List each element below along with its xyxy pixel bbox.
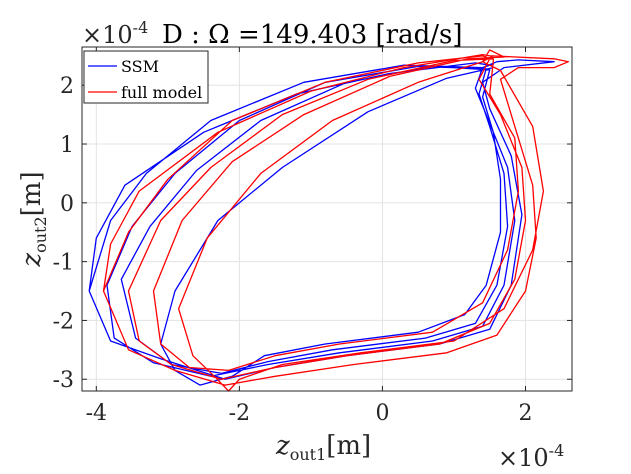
y-tick-label-2: -1	[53, 251, 74, 276]
legend: SSM full model	[83, 50, 209, 104]
x-tick-label-3: 2	[519, 401, 533, 426]
y-exponent-label: ×10-4	[82, 18, 148, 49]
plot-series	[88, 49, 570, 392]
y-tick-label-0: -3	[53, 368, 74, 393]
legend-box	[83, 50, 209, 104]
y-tick-label-4: 1	[60, 133, 74, 158]
plot-frame	[81, 46, 573, 392]
x-exponent-label: ×10-4	[498, 441, 564, 472]
x-tick-label-0: -4	[86, 401, 107, 426]
y-tick-label-1: -2	[53, 309, 74, 334]
y-axis-label: zout2[m]	[17, 171, 50, 267]
x-tick-label-1: -2	[229, 401, 250, 426]
chart-title: D : Ω =149.403 [rad/s]	[162, 20, 463, 50]
x-axis-label: zout1[m]	[275, 431, 371, 464]
series-line-ssm	[88, 59, 555, 386]
x-tick-label-2: 0	[375, 401, 389, 426]
legend-label-ssm: SSM	[121, 57, 159, 76]
axis-ticks: -4 -2 0 2 -3 -2 -1 0 1 2	[53, 47, 572, 426]
series-line-full-model	[102, 49, 570, 392]
y-tick-label-5: 2	[60, 74, 74, 99]
y-tick-label-3: 0	[60, 192, 74, 217]
legend-label-full-model: full model	[121, 83, 202, 102]
